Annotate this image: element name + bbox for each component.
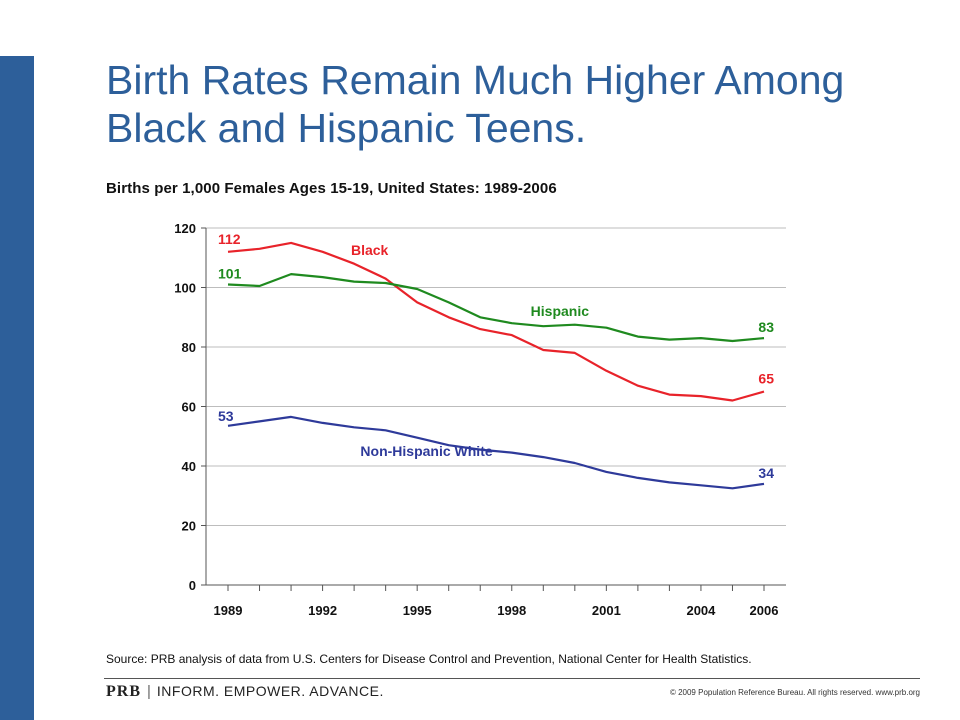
end-label-hispanic: 83 [758,319,774,335]
prb-logo-text: PRB [106,683,141,700]
x-tick-label-1989: 1989 [214,603,243,618]
copyright-text: © 2009 Population Reference Bureau. All … [669,688,920,697]
series-name-non-hispanic-white: Non-Hispanic White [360,443,492,459]
footer-logo: PRB | INFORM. EMPOWER. ADVANCE. [106,683,384,701]
y-tick-label-0: 0 [189,578,196,593]
x-tick-label-2004: 2004 [686,603,716,618]
series-name-hispanic: Hispanic [531,303,590,319]
logo-separator: | [147,683,151,700]
y-tick-label-80: 80 [182,340,196,355]
y-tick-label-40: 40 [182,459,196,474]
page-title: Birth Rates Remain Much Higher Among Bla… [106,57,845,151]
side-accent-bar [0,56,34,720]
x-tick-label-2001: 2001 [592,603,621,618]
x-tick-label-1995: 1995 [403,603,432,618]
y-tick-label-20: 20 [182,519,196,534]
end-label-black: 65 [758,371,774,387]
end-label-non-hispanic-white: 34 [758,465,774,481]
chart-subtitle: Births per 1,000 Females Ages 15-19, Uni… [106,180,557,197]
line-chart: 0 20 40 60 80 100 120 1989 1992 1995 1998 2001 2004 2… [174,221,786,618]
y-tick-label-120: 120 [174,221,196,236]
start-label-non-hispanic-white: 53 [218,408,234,424]
x-tick-label-1992: 1992 [308,603,337,618]
source-note: Source: PRB analysis of data from U.S. C… [106,652,752,666]
start-label-black: 112 [218,231,241,247]
series-line-black [227,241,765,402]
x-tick-label-2006: 2006 [750,603,779,618]
start-label-hispanic: 101 [218,266,242,282]
y-tick-label-100: 100 [174,281,196,296]
series-name-black: Black [351,242,389,258]
x-tick-label-1998: 1998 [497,603,526,618]
y-tick-label-60: 60 [182,400,196,415]
series-line-hispanic [227,273,765,343]
series-line-non-hispanic-white [227,415,765,490]
footer-divider [104,678,920,679]
footer-tagline: INFORM. EMPOWER. ADVANCE. [156,683,384,699]
